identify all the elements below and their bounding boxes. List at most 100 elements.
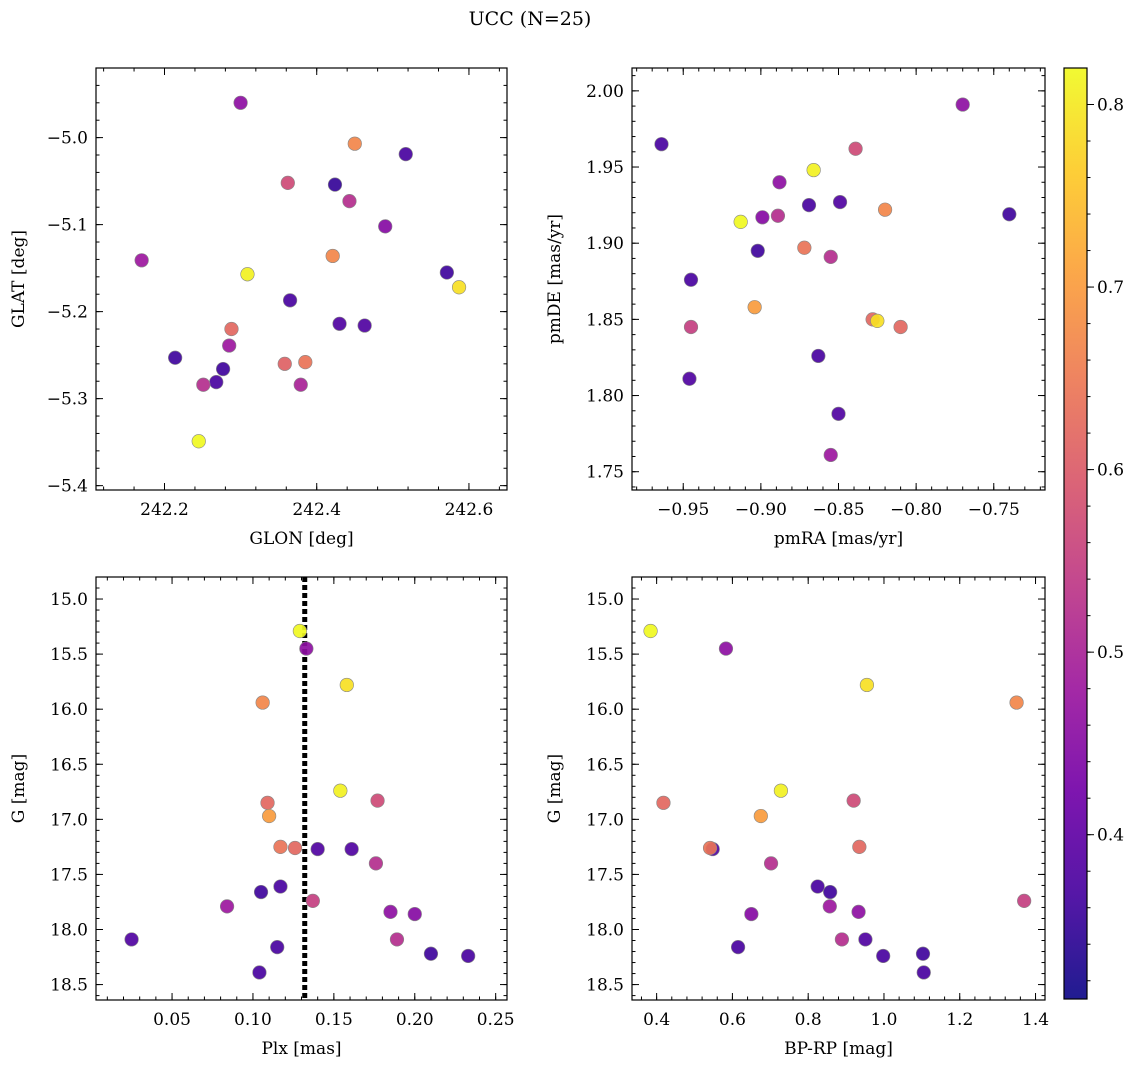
y-tick-label: −5.0 [47, 129, 88, 149]
x-tick-label: 0.8 [795, 1010, 822, 1030]
data-point [273, 839, 288, 854]
y-tick-label: 17.0 [50, 810, 88, 830]
x-tick-label: 242.2 [140, 500, 189, 520]
data-point [216, 361, 231, 377]
data-point [273, 879, 288, 894]
data-point [770, 208, 786, 223]
x-tick-label: 0.25 [477, 1010, 515, 1030]
x-tick-label: −0.95 [657, 500, 709, 520]
y-tick-label: 18.5 [50, 976, 88, 996]
points [124, 623, 476, 980]
x-axis-label: BP-RP [mag] [784, 1039, 893, 1059]
data-point [870, 313, 885, 328]
data-point [806, 162, 821, 178]
data-point [423, 946, 439, 961]
data-point [253, 884, 269, 900]
x-tick-label: −0.90 [735, 500, 787, 520]
x-tick-label: 0.20 [396, 1010, 434, 1030]
data-point [683, 272, 699, 287]
x-tick-label: −0.85 [812, 500, 864, 520]
data-point [801, 198, 817, 213]
data-point [280, 175, 295, 190]
data-point [893, 319, 908, 335]
y-tick-label: 16.5 [586, 755, 624, 775]
y-tick-label: 17.5 [586, 865, 624, 885]
data-point [831, 406, 846, 421]
data-point [810, 879, 825, 894]
points [643, 623, 1032, 980]
axes-frame [95, 576, 508, 1001]
y-tick-label: −5.2 [47, 303, 88, 323]
data-point [370, 793, 385, 808]
data-point [277, 356, 292, 371]
data-point [747, 300, 762, 315]
y-tick-label: 15.0 [586, 590, 624, 610]
data-point [339, 677, 354, 693]
data-point [282, 293, 298, 308]
y-tick-label: 15.5 [50, 645, 88, 665]
y-tick-label: 16.0 [586, 700, 624, 720]
data-point [270, 940, 285, 955]
data-point [240, 267, 255, 282]
y-tick-label: 15.0 [50, 590, 88, 610]
data-point [342, 194, 357, 209]
data-point [823, 447, 838, 463]
data-point [848, 141, 863, 156]
x-tick-label: 242.4 [292, 500, 341, 520]
data-point [124, 932, 139, 947]
y-axis-label: G [mag] [9, 754, 29, 823]
y-axis-label: GLAT [deg] [9, 230, 29, 328]
data-point [654, 137, 669, 152]
y-tick-label: 16.0 [50, 700, 88, 720]
data-point [383, 904, 398, 919]
y-tick-label: 1.80 [586, 387, 624, 407]
data-point [378, 219, 393, 234]
y-tick-label: 2.00 [586, 82, 624, 102]
figure-title: UCC (N=25) [468, 8, 592, 30]
data-point [344, 841, 359, 857]
data-point [797, 240, 812, 255]
x-tick-label: 1.2 [946, 1010, 973, 1030]
data-point [368, 856, 384, 871]
data-point [846, 793, 861, 808]
data-point [252, 965, 267, 980]
data-point [773, 783, 789, 798]
x-axis-label: pmRA [mas/yr] [774, 529, 903, 549]
data-point [859, 677, 875, 693]
data-point [357, 318, 372, 333]
x-tick-label: 1.0 [870, 1010, 897, 1030]
y-tick-label: 1.90 [586, 234, 624, 254]
data-point [407, 906, 422, 922]
data-point [134, 253, 149, 268]
axes-frame [631, 576, 1046, 1001]
data-point [730, 940, 746, 955]
y-tick-label: 1.85 [586, 310, 624, 330]
y-axis-label: G [mag] [545, 754, 565, 823]
data-point [461, 948, 476, 964]
colorbar-tick-label: 0.8 [1097, 96, 1124, 116]
points [134, 95, 467, 449]
data-point [168, 350, 183, 365]
data-point [750, 243, 765, 258]
data-point [332, 316, 347, 331]
y-tick-label: −5.3 [47, 390, 88, 410]
colorbar-tick-label: 0.5 [1097, 643, 1124, 663]
data-point [222, 338, 237, 353]
data-point [1009, 695, 1024, 710]
data-point [262, 808, 277, 824]
y-tick-label: 15.5 [586, 645, 624, 665]
colorbar-gradient [1063, 67, 1088, 1000]
data-point [823, 884, 838, 900]
data-point [1017, 893, 1032, 908]
data-point [191, 434, 206, 449]
data-point [439, 265, 454, 280]
data-point [325, 248, 340, 264]
data-point [744, 906, 759, 922]
y-tick-label: 1.95 [586, 158, 624, 178]
data-point [327, 177, 343, 192]
x-axis-label: GLON [deg] [249, 529, 353, 549]
data-point [260, 795, 275, 810]
data-point [389, 932, 405, 947]
data-point [233, 95, 248, 110]
